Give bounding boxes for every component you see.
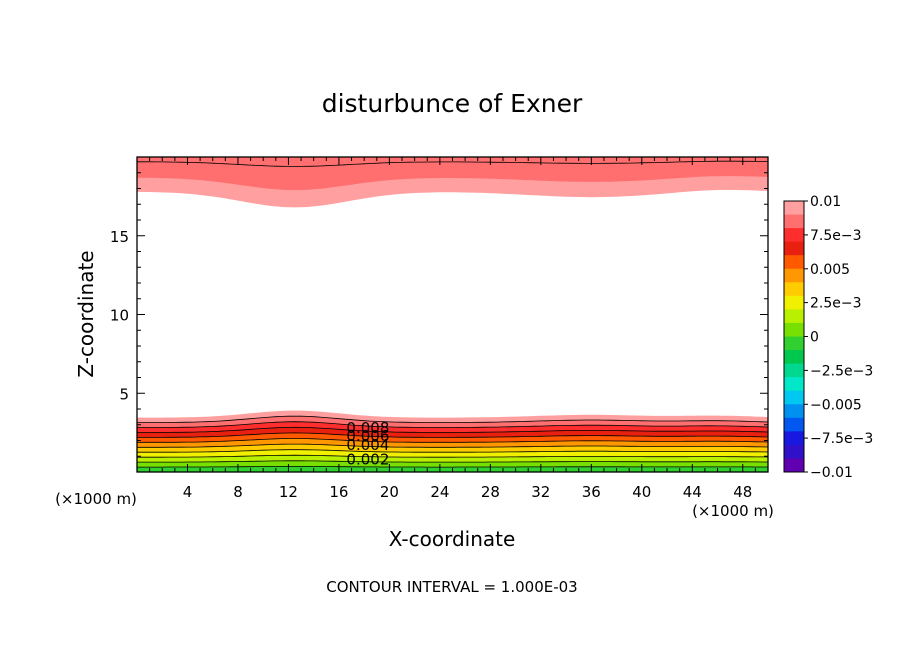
contour-lines bbox=[137, 160, 768, 468]
contour-line bbox=[137, 415, 768, 423]
contour-line bbox=[137, 443, 768, 448]
x-tick-label: 8 bbox=[233, 483, 243, 501]
colorbar-swatch bbox=[784, 404, 804, 419]
colorbar-label: 7.5e−3 bbox=[810, 228, 862, 244]
colorbar-label: 0.005 bbox=[810, 262, 850, 278]
colorbar-label: −0.01 bbox=[810, 465, 853, 481]
colorbar-swatch bbox=[784, 444, 804, 459]
colorbar-swatch bbox=[784, 295, 804, 310]
x-tick-label: 24 bbox=[430, 483, 449, 501]
contour-line bbox=[137, 160, 768, 167]
contour-line bbox=[137, 438, 768, 443]
x-tick-labels: 4 8 12 16 20 24 28 32 36 40 44 48 bbox=[183, 483, 753, 501]
x-tick-label: 44 bbox=[683, 483, 702, 501]
colorbar-labels: 0.01 7.5e−3 0.005 2.5e−3 0 −2.5e−3 −0.005 −7.5e… bbox=[804, 194, 873, 481]
x-unit-left: (×1000 m) bbox=[55, 490, 137, 508]
contour-line bbox=[137, 432, 768, 438]
x-unit-right: (×1000 m) bbox=[692, 502, 774, 520]
colorbar-swatch bbox=[784, 336, 804, 351]
contour-label: 0.006 bbox=[346, 427, 389, 445]
x-tick-label: 12 bbox=[279, 483, 298, 501]
contour-line bbox=[137, 421, 768, 428]
colorbar-swatch bbox=[784, 363, 804, 378]
contour-interval-note: CONTOUR INTERVAL = 1.000E-03 bbox=[326, 578, 577, 596]
contour-line bbox=[137, 449, 768, 453]
contour-line bbox=[137, 426, 768, 433]
top-layer-bands bbox=[137, 157, 768, 208]
colorbar-swatch bbox=[784, 255, 804, 270]
colorbar bbox=[783, 200, 805, 473]
colorbar-label: 0 bbox=[810, 330, 819, 346]
contour-label: 0.008 bbox=[346, 419, 389, 437]
contour-line bbox=[137, 466, 768, 468]
colorbar-swatch bbox=[784, 417, 804, 432]
colorbar-swatch bbox=[784, 282, 804, 297]
x-tick-label: 40 bbox=[632, 483, 651, 501]
colorbar-swatch bbox=[784, 309, 804, 324]
x-tick-label: 36 bbox=[582, 483, 601, 501]
x-tick-label: 32 bbox=[531, 483, 550, 501]
colorbar-swatch bbox=[784, 201, 804, 216]
plot-area bbox=[137, 157, 768, 472]
colorbar-label: −0.005 bbox=[810, 397, 862, 413]
y-axis-label: Z-coordinate bbox=[74, 250, 98, 377]
colorbar-swatch bbox=[784, 268, 804, 283]
colorbar-label: −7.5e−3 bbox=[810, 431, 873, 447]
colorbar-swatch bbox=[784, 377, 804, 392]
colorbar-swatch bbox=[784, 214, 804, 229]
colorbar-swatch bbox=[784, 241, 804, 256]
colorbar-swatch bbox=[784, 228, 804, 243]
x-tick-label: 16 bbox=[329, 483, 348, 501]
colorbar-swatch bbox=[784, 458, 804, 473]
y-tick-label: 5 bbox=[119, 385, 129, 403]
axis-ticks bbox=[137, 157, 768, 472]
x-axis-label: X-coordinate bbox=[389, 527, 516, 551]
colorbar-swatch bbox=[784, 431, 804, 446]
contour-label: 0.004 bbox=[346, 436, 389, 454]
contour-label: 0.002 bbox=[346, 450, 389, 468]
colorbar-swatch bbox=[784, 322, 804, 337]
x-tick-label: 20 bbox=[380, 483, 399, 501]
colorbar-swatch bbox=[784, 350, 804, 365]
x-tick-label: 48 bbox=[733, 483, 752, 501]
top-band bbox=[137, 157, 768, 191]
colorbar-label: 2.5e−3 bbox=[810, 296, 862, 312]
contour-line bbox=[137, 460, 768, 463]
chart-title: disturbunce of Exner bbox=[322, 89, 583, 118]
colorbar-label: 0.01 bbox=[810, 194, 841, 210]
y-tick-label: 10 bbox=[110, 307, 129, 325]
colorbar-swatch bbox=[784, 390, 804, 405]
x-tick-label: 28 bbox=[481, 483, 500, 501]
contour-line bbox=[137, 454, 768, 458]
colorbar-label: −2.5e−3 bbox=[810, 363, 873, 379]
x-tick-label: 4 bbox=[183, 483, 193, 501]
y-tick-label: 15 bbox=[110, 228, 129, 246]
y-tick-labels: 5 10 15 bbox=[110, 228, 129, 403]
